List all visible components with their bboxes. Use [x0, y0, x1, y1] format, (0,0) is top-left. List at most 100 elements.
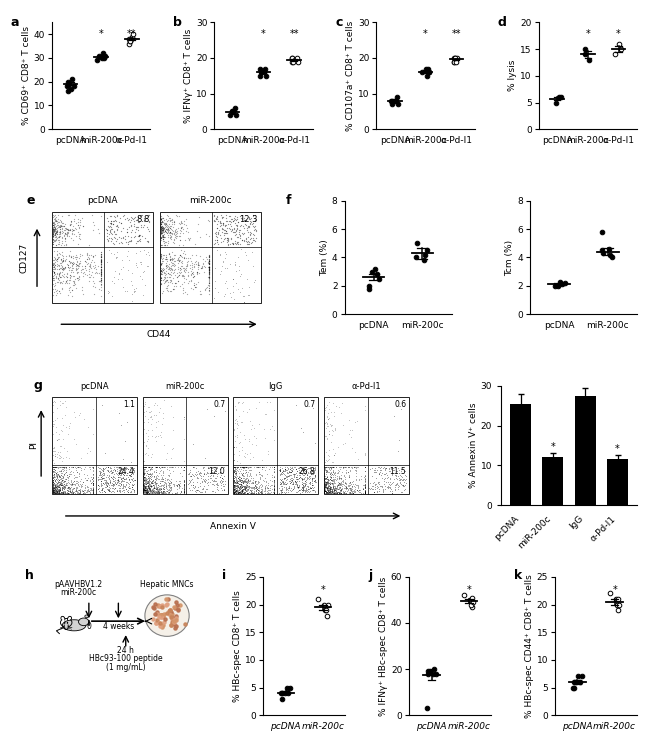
Point	[257, 463, 267, 475]
Point	[55, 271, 66, 283]
Point	[285, 477, 296, 489]
Point	[320, 463, 330, 475]
Point	[242, 469, 252, 481]
Point	[300, 484, 311, 495]
Point	[49, 218, 60, 230]
Point	[138, 482, 149, 494]
Point	[231, 484, 241, 496]
Point	[49, 245, 59, 257]
Point	[108, 218, 118, 230]
Point	[239, 234, 250, 246]
Point	[320, 484, 331, 496]
Point	[126, 33, 136, 45]
Point	[56, 478, 66, 490]
Point	[329, 448, 339, 460]
Point	[48, 274, 58, 286]
Point	[111, 228, 122, 240]
Point	[292, 56, 303, 68]
Point	[319, 460, 330, 472]
Point	[142, 475, 153, 487]
Point	[367, 266, 377, 278]
Point	[274, 464, 285, 476]
Point	[243, 480, 254, 492]
Point	[229, 466, 239, 478]
Point	[55, 478, 65, 490]
Point	[164, 248, 174, 260]
Point	[269, 475, 280, 487]
Point	[229, 463, 240, 475]
Point	[336, 486, 346, 498]
Point	[151, 435, 161, 447]
Point	[60, 466, 71, 478]
Point	[251, 224, 261, 236]
Point	[598, 247, 608, 259]
Point	[340, 473, 350, 485]
Point	[236, 486, 246, 498]
Point	[296, 467, 306, 479]
Point	[226, 213, 236, 225]
Point	[375, 462, 385, 474]
Point	[324, 483, 335, 495]
Point	[372, 482, 383, 494]
Point	[62, 224, 73, 235]
Point	[309, 463, 319, 475]
Point	[133, 211, 144, 223]
Point	[94, 467, 105, 479]
Point	[263, 448, 273, 460]
Point	[139, 484, 150, 496]
Point	[157, 620, 168, 632]
Point	[88, 486, 99, 498]
Point	[243, 460, 254, 472]
Point	[150, 473, 160, 485]
Point	[320, 466, 331, 478]
Point	[320, 463, 330, 475]
Point	[96, 267, 106, 279]
Point	[242, 476, 252, 488]
Point	[332, 483, 343, 495]
Point	[171, 209, 181, 221]
Point	[127, 483, 137, 495]
Point	[293, 481, 304, 493]
Point	[239, 481, 250, 492]
Point	[204, 470, 214, 482]
Point	[201, 251, 211, 263]
Point	[98, 469, 108, 481]
Point	[56, 469, 66, 481]
Point	[242, 479, 252, 491]
Point	[79, 484, 89, 496]
Point	[260, 486, 270, 498]
Point	[126, 474, 136, 486]
Point	[333, 484, 344, 495]
Point	[159, 272, 170, 284]
Point	[188, 267, 198, 279]
Point	[203, 266, 214, 278]
Point	[174, 270, 185, 282]
Point	[117, 475, 127, 487]
Point	[50, 213, 60, 225]
Point	[424, 66, 435, 78]
Point	[99, 467, 109, 479]
Point	[146, 485, 157, 497]
Point	[114, 237, 124, 249]
Point	[98, 477, 109, 489]
Point	[193, 259, 203, 271]
Point	[231, 481, 242, 492]
Point	[383, 483, 393, 495]
Point	[231, 467, 241, 479]
Point	[232, 211, 242, 223]
Point	[232, 480, 242, 492]
Point	[216, 212, 227, 224]
Point	[181, 258, 192, 270]
Point	[359, 460, 370, 472]
Point	[57, 482, 67, 494]
Point	[229, 454, 239, 466]
Point	[96, 249, 106, 261]
Point	[153, 599, 163, 611]
Point	[58, 483, 69, 495]
Point	[47, 484, 58, 496]
Point	[217, 472, 228, 484]
Point	[203, 264, 214, 276]
Point	[118, 471, 128, 483]
Point	[72, 263, 83, 275]
Point	[390, 478, 400, 490]
